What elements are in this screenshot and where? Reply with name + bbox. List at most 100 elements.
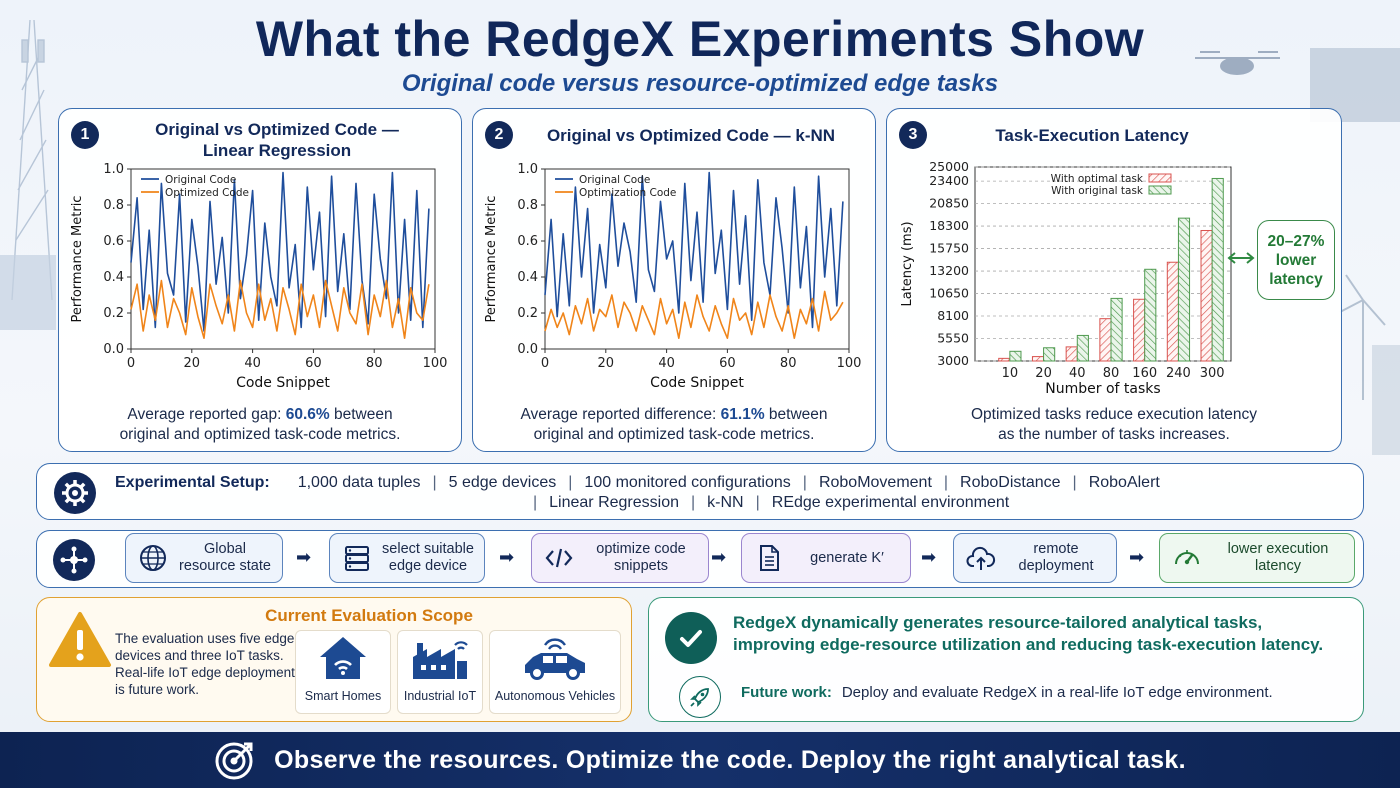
factory-icon <box>413 641 468 679</box>
knn-chart: 0 20 40 60 80 100 0.0 0.2 0.4 0.6 0.8 1.0 Code Snipp… <box>484 162 862 391</box>
bar <box>1110 297 1123 362</box>
evaluation-scope: Current Evaluation Scope The evaluation … <box>36 597 632 722</box>
y-tick-label: 0.4 <box>517 270 538 285</box>
y-tick-label: 25000 <box>929 159 969 174</box>
x-axis-label: Code Snippet <box>236 375 330 391</box>
tile-label: Industrial IoT <box>403 689 477 703</box>
step-label: generate K′ <box>810 549 884 566</box>
series-line <box>130 279 430 339</box>
setup-item: Linear Regression <box>549 494 680 511</box>
y-tick-label: 8100 <box>937 308 969 323</box>
x-tick-label: 20 <box>184 356 201 371</box>
y-tick-label: 0.8 <box>517 198 538 213</box>
bar <box>1009 350 1022 362</box>
step-global-resource-state: Global resource state <box>125 533 283 583</box>
y-tick-label: 0.0 <box>517 342 538 357</box>
server-icon <box>345 546 369 571</box>
setup-item: 5 edge devices <box>448 474 557 491</box>
panel-title: Original vs Optimized Code — k-NN <box>546 126 836 145</box>
y-tick-label: 5550 <box>937 331 969 346</box>
caption-text: between original and optimized task-code… <box>119 406 401 443</box>
x-tick-label: 80 <box>366 356 383 371</box>
warning-icon <box>49 612 111 667</box>
future-work: Future work: Deploy and evaluate RedgeX i… <box>741 684 1273 701</box>
y-axis-label: Latency (ms) <box>900 221 915 306</box>
legend-label: Original Code <box>165 174 236 186</box>
gear-icon <box>54 472 96 514</box>
series-line <box>130 171 430 332</box>
series-line <box>544 171 844 329</box>
step-label: Global resource state <box>179 541 271 574</box>
panel-knn: 2 Original vs Optimized Code — k-NN 0 20 4… <box>472 108 876 452</box>
tile-label: Smart Homes <box>304 689 382 703</box>
panel-caption: Optimized tasks reduce execution latency… <box>970 406 1258 443</box>
setup-text: Experimental Setup: 1,000 data tuples | 5 e… <box>115 474 1160 511</box>
bar <box>1166 261 1179 362</box>
arrow-right-icon: ➡ <box>296 547 312 567</box>
panel-title: Task-Execution Latency <box>995 126 1189 145</box>
arrow-right-icon: ➡ <box>921 547 937 567</box>
x-tick-label: 20 <box>1035 366 1052 381</box>
double-arrow-icon <box>1227 252 1255 264</box>
x-tick-label: 40 <box>244 356 261 371</box>
setup-item: k-NN <box>707 494 744 511</box>
y-axis-label: Performance Metric <box>70 196 85 323</box>
x-tick-label: 60 <box>719 356 736 371</box>
x-tick-label: 20 <box>598 356 615 371</box>
bar <box>1099 318 1112 362</box>
step-remote-deployment: remote deployment <box>953 533 1117 583</box>
footer-banner: Observe the resources. Optimize the code… <box>0 732 1400 788</box>
legend-swatch <box>1148 185 1172 195</box>
x-tick-label: 0 <box>541 356 549 371</box>
step-label: lower execution latency <box>1227 541 1329 574</box>
page-subtitle: Original code versus resource-optimized … <box>401 70 999 97</box>
y-tick-label: 10650 <box>929 286 969 301</box>
bar <box>1144 268 1157 362</box>
bar <box>1133 298 1146 362</box>
x-tick-label: 80 <box>1103 366 1120 381</box>
step-select-edge-device: select suitable edge device <box>329 533 485 583</box>
bar <box>1076 334 1089 362</box>
linear-regression-chart: 0 20 40 60 80 100 0.0 0.2 0.4 0.6 0.8 1.0 Code Snipp… <box>70 162 448 391</box>
rocket-icon <box>679 676 721 718</box>
latency-bar-chart: 3000 5550 8100 10650 13200 15750 18300 20850 234… <box>900 159 1232 397</box>
step-optimize-code: optimize code snippets <box>531 533 709 583</box>
step-lower-latency: lower execution latency <box>1159 533 1355 583</box>
bar <box>1065 346 1078 362</box>
y-tick-label: 15750 <box>929 241 969 256</box>
workflow-pipeline: Global resource state ➡ select suitable … <box>36 530 1364 588</box>
x-tick-label: 100 <box>423 356 448 371</box>
y-tick-label: 0.2 <box>103 306 124 321</box>
wind-turbine-icon <box>1339 274 1386 400</box>
car-icon <box>525 638 585 680</box>
future-label: Future work: <box>741 684 832 701</box>
setup-item: RoboAlert <box>1088 474 1160 491</box>
bar <box>1177 217 1191 362</box>
experimental-setup: Experimental Setup: 1,000 data tuples | 5 e… <box>36 463 1364 520</box>
caption-value: 60.6% <box>285 406 330 423</box>
legend-swatch <box>1148 173 1172 183</box>
step-label: remote deployment <box>1018 541 1094 574</box>
x-tick-label: 240 <box>1166 366 1191 381</box>
series-line <box>544 290 844 339</box>
y-tick-label: 23400 <box>929 173 969 188</box>
y-axis-label: Performance Metric <box>484 196 499 323</box>
y-tick-label: 0.4 <box>103 270 124 285</box>
panel-title: Original vs Optimized Code — Linear Regr… <box>155 120 399 160</box>
x-axis-label: Number of tasks <box>1045 381 1160 397</box>
outcome-summary: RedgeX dynamically generates resource-ta… <box>648 597 1364 722</box>
x-tick-label: 40 <box>658 356 675 371</box>
outcome-text: RedgeX dynamically generates resource-ta… <box>733 613 1324 654</box>
document-icon <box>760 545 779 571</box>
setup-item: REdge experimental environment <box>771 494 1010 511</box>
x-tick-label: 0 <box>127 356 135 371</box>
setup-item: RoboMovement <box>818 474 932 491</box>
panel-number: 1 <box>71 121 99 149</box>
arrow-right-icon: ➡ <box>711 547 727 567</box>
x-tick-label: 100 <box>837 356 862 371</box>
setup-item: RoboDistance <box>960 474 1061 491</box>
setup-item: 1,000 data tuples <box>297 474 421 491</box>
caption-value: 61.1% <box>720 406 765 423</box>
legend-label: With optimal task <box>1051 173 1144 185</box>
x-tick-label: 80 <box>780 356 797 371</box>
